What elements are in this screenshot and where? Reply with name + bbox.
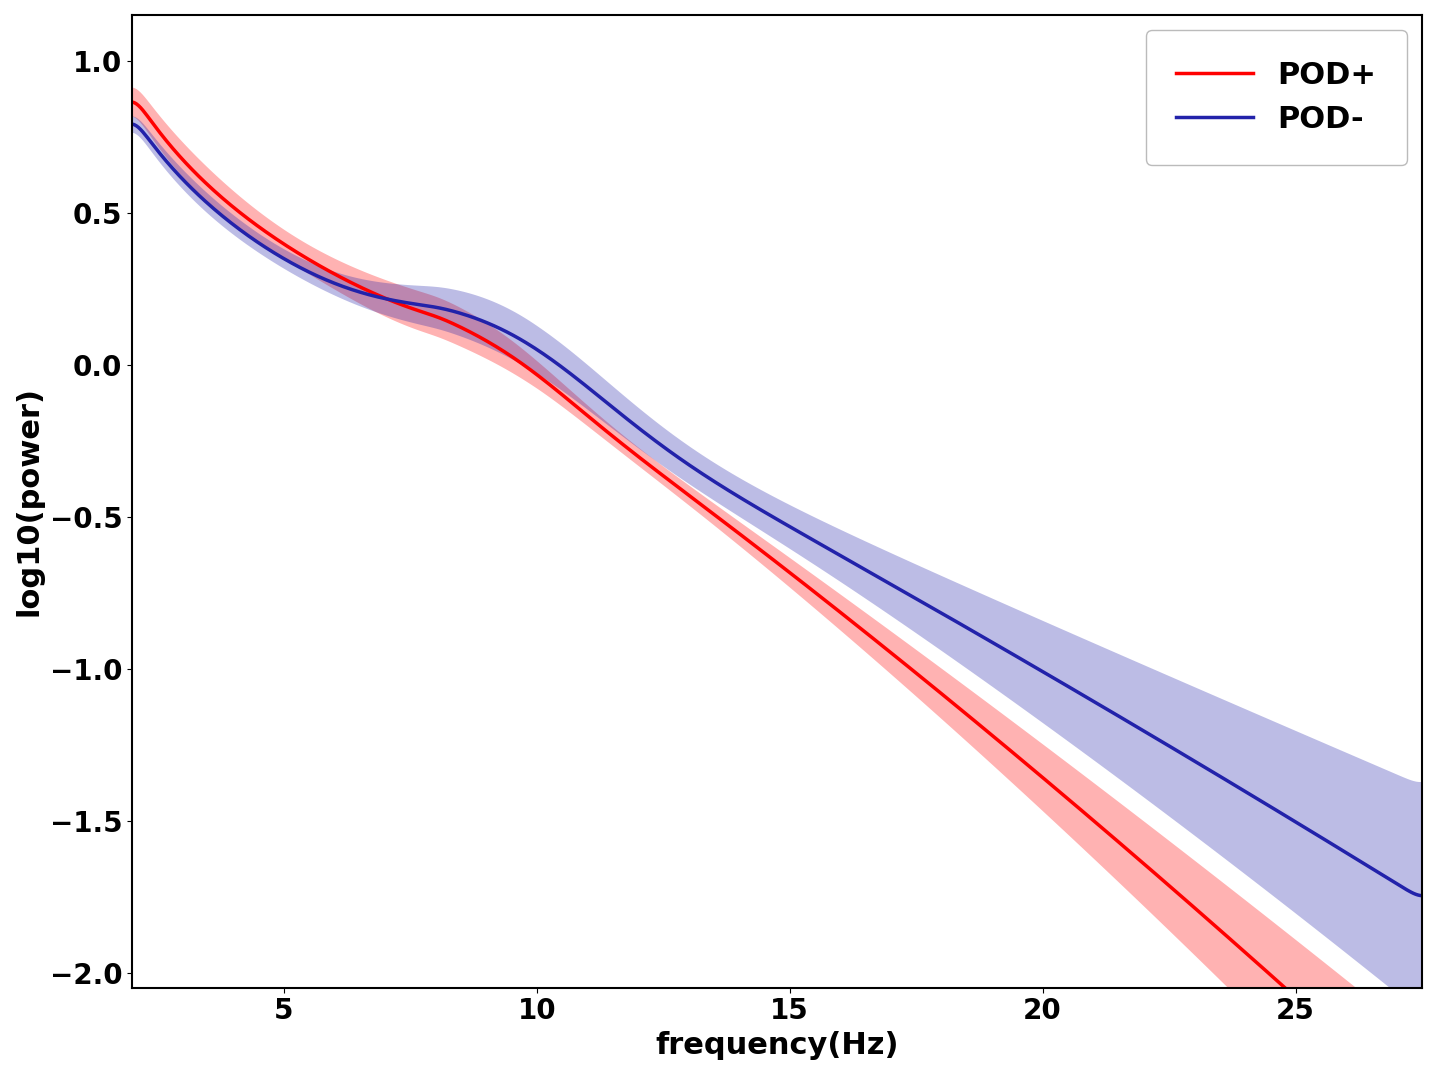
POD- — [456, 307, 473, 320]
POD- — [984, 636, 1002, 649]
POD+ — [984, 730, 1002, 743]
Y-axis label: log10(power): log10(power) — [14, 386, 45, 616]
Line: POD+: POD+ — [132, 102, 1423, 1075]
POD+ — [456, 322, 473, 335]
POD+ — [884, 647, 901, 660]
Line: POD-: POD- — [132, 124, 1423, 895]
POD- — [124, 117, 141, 130]
POD+ — [124, 96, 141, 109]
POD- — [352, 286, 369, 299]
POD- — [1095, 701, 1112, 714]
POD+ — [352, 281, 369, 293]
X-axis label: frequency(Hz): frequency(Hz) — [655, 1031, 898, 1060]
POD- — [707, 476, 724, 489]
POD+ — [1095, 822, 1112, 835]
POD+ — [707, 510, 724, 522]
POD- — [1414, 889, 1431, 902]
Legend: POD+, POD-: POD+, POD- — [1145, 30, 1407, 164]
POD- — [884, 578, 901, 591]
